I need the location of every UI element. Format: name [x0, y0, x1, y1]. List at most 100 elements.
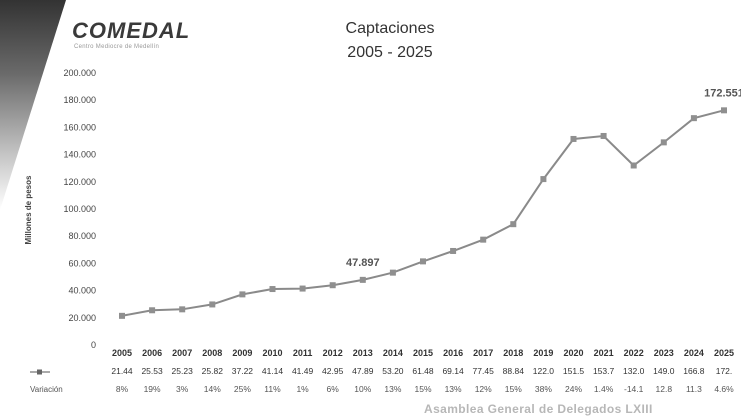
x-tick-label: 2022	[624, 348, 644, 358]
value-cell: 61.48	[412, 366, 434, 376]
variation-cell: 25%	[234, 384, 251, 394]
variation-cell: -14.1	[624, 384, 644, 394]
x-tick-label: 2024	[684, 348, 704, 358]
chart-subtitle: 2005 - 2025	[347, 44, 433, 61]
value-cell: 21.44	[111, 366, 133, 376]
variation-cell: 13%	[445, 384, 462, 394]
x-tick-label: 2015	[413, 348, 433, 358]
footer-text: Asamblea General de Delegados LXIII	[424, 402, 653, 416]
value-cell: 166.8	[683, 366, 705, 376]
x-tick-label: 2019	[533, 348, 553, 358]
data-point	[420, 258, 426, 265]
variation-cell: 38%	[535, 384, 552, 394]
variation-cell: 3%	[176, 384, 189, 394]
data-label: 172.551	[704, 87, 741, 99]
data-point	[690, 115, 697, 122]
x-tick-label: 2014	[383, 348, 403, 358]
value-cell: 132.0	[623, 366, 645, 376]
variation-cell: 11.3	[686, 384, 702, 394]
value-cell: 172.	[716, 366, 733, 376]
value-cell: 42.95	[322, 366, 344, 376]
data-point	[721, 107, 727, 114]
variation-cell: 4.6%	[714, 384, 734, 394]
x-tick-label: 2008	[202, 348, 222, 358]
variation-cell: 15%	[505, 384, 522, 394]
value-cell: 149.0	[653, 366, 675, 376]
value-cell: 88.84	[503, 366, 525, 376]
value-cell: 25.23	[172, 366, 194, 376]
x-tick-label: 2005	[112, 348, 132, 358]
y-tick-label: 60.000	[68, 258, 96, 268]
value-cell: 153.7	[593, 366, 615, 376]
y-tick-label: 80.000	[68, 231, 96, 241]
logo: COMEDAL	[72, 18, 191, 43]
variation-cell: 11%	[264, 384, 281, 394]
data-point	[239, 291, 246, 298]
x-tick-label: 2020	[563, 348, 583, 358]
variation-cell: 13%	[384, 384, 401, 394]
x-tick-label: 2023	[654, 348, 674, 358]
variation-cell: 8%	[116, 384, 129, 394]
value-cell: 25.53	[141, 366, 163, 376]
value-cell: 77.45	[473, 366, 495, 376]
x-tick-label: 2007	[172, 348, 192, 358]
y-tick-label: 160.000	[63, 122, 96, 132]
logo-tagline: Centro Mediocre de Medellín	[74, 44, 160, 50]
data-point	[269, 286, 276, 293]
x-tick-label: 2010	[262, 348, 282, 358]
variation-cell: 1%	[296, 384, 309, 394]
chart-title-block: Captaciones 2005 - 2025	[290, 17, 490, 65]
y-tick-label: 180.000	[63, 95, 96, 105]
value-cell: 25.82	[202, 366, 224, 376]
data-point	[480, 236, 487, 243]
data-point	[630, 162, 637, 169]
data-point	[149, 307, 156, 314]
data-point	[329, 282, 336, 289]
y-axis-label: Millones de pesos	[24, 175, 33, 244]
y-tick-label: 100.000	[63, 204, 96, 214]
data-point	[450, 247, 457, 254]
x-tick-label: 2018	[503, 348, 523, 358]
data-point	[209, 301, 216, 308]
value-cell: 69.14	[442, 366, 464, 376]
variation-cell: 14%	[204, 384, 221, 394]
x-tick-label: 2013	[353, 348, 373, 358]
data-label: 47.897	[346, 257, 380, 269]
data-point	[540, 176, 547, 183]
variation-cell: 24%	[565, 384, 582, 394]
x-tick-label: 2006	[142, 348, 162, 358]
variation-cell: 10%	[354, 384, 371, 394]
data-point	[389, 269, 396, 276]
x-tick-label: 2009	[232, 348, 252, 358]
value-cell: 151.5	[563, 366, 585, 376]
variation-cell: 12.8	[656, 384, 673, 394]
x-tick-label: 2011	[293, 348, 313, 358]
data-point	[510, 221, 517, 228]
variation-cell: 19%	[144, 384, 161, 394]
x-tick-label: 2012	[323, 348, 343, 358]
y-tick-label: 0	[91, 340, 96, 350]
series-line	[121, 109, 725, 317]
variation-cell: 1.4%	[594, 384, 614, 394]
y-tick-label: 40.000	[68, 286, 96, 296]
variation-cell: 15%	[414, 384, 431, 394]
value-cell: 41.49	[292, 366, 314, 376]
value-cell: 122.0	[533, 366, 555, 376]
y-tick-label: 200.000	[63, 68, 96, 78]
y-tick-label: 140.000	[63, 150, 96, 160]
variation-label: Variación	[30, 385, 63, 394]
x-tick-label: 2025	[714, 348, 734, 358]
x-tick-label: 2021	[594, 348, 614, 358]
value-cell: 37.22	[232, 366, 254, 376]
y-tick-label: 120.000	[63, 177, 96, 187]
data-point	[359, 276, 366, 283]
variation-cell: 12%	[475, 384, 492, 394]
x-tick-label: 2016	[443, 348, 463, 358]
data-point	[600, 132, 607, 139]
chart-title: Captaciones	[345, 20, 435, 37]
variation-cell: 6%	[327, 384, 340, 394]
data-point	[570, 135, 577, 142]
data-point	[179, 306, 186, 313]
data-point	[660, 139, 667, 146]
